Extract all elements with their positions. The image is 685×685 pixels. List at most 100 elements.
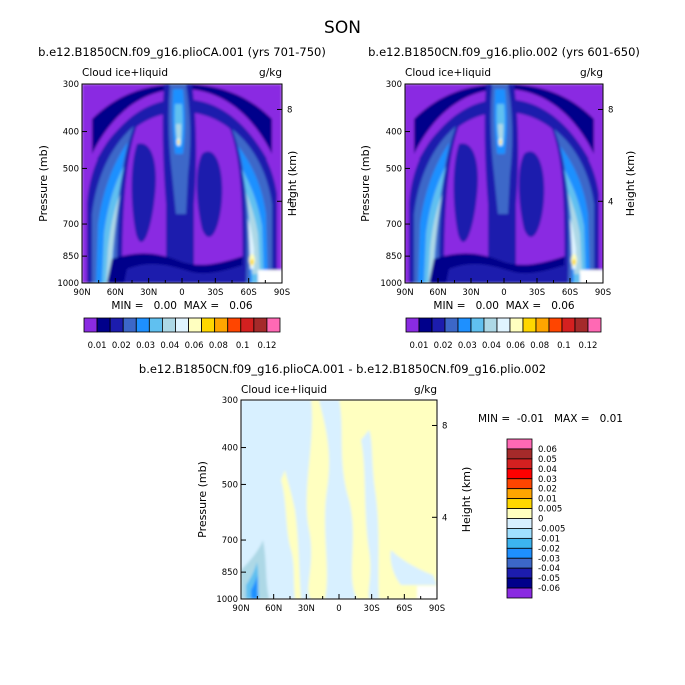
colorbar-label: -0.05	[538, 574, 560, 584]
panel-a: b.e12.B1850CN.f09_g16.plioCA.001 (yrs 70…	[37, 45, 326, 351]
x-tick-label: 90S	[429, 604, 445, 614]
y-tick-label: 400	[222, 444, 238, 454]
y-tick-label: 400	[63, 128, 79, 138]
figure-title: SON	[324, 18, 361, 38]
colorbar-label: 0.03	[136, 341, 155, 351]
panel-c-min-max: MIN = -0.01 MAX = 0.01	[478, 413, 623, 425]
x-tick-label: 30S	[207, 288, 223, 298]
colorbar-swatch	[109, 317, 124, 333]
colorbar-swatch	[188, 317, 203, 333]
colorbar-label: 0.06	[538, 445, 557, 455]
x-tick-label: 30S	[529, 288, 545, 298]
colorbar-swatch	[506, 478, 533, 490]
x-tick-label: 90N	[396, 288, 413, 298]
height-tick-label: 8	[608, 105, 613, 115]
y-tick-label: 1000	[216, 595, 238, 605]
colorbar-label: 0.05	[538, 455, 557, 465]
height-tick-label: 4	[287, 197, 292, 207]
colorbar-label: 0	[538, 515, 543, 525]
colorbar-label: 0.06	[185, 341, 204, 351]
x-tick-label: 90N	[73, 288, 90, 298]
y-tick-label: 850	[386, 252, 402, 262]
colorbar-swatch	[506, 488, 533, 500]
y-tick-label: 700	[222, 536, 238, 546]
height-tick-label: 8	[442, 421, 447, 431]
colorbar-swatch	[405, 317, 420, 333]
colorbar-label: -0.005	[538, 524, 565, 534]
panel-c-colorbar: 0.060.050.040.030.020.010.0050-0.005-0.0…	[506, 438, 565, 599]
colorbar-swatch	[506, 547, 533, 559]
x-tick-label: 90S	[595, 288, 611, 298]
colorbar-label: 0.02	[434, 341, 453, 351]
x-tick-label: 30N	[140, 288, 157, 298]
colorbar-swatch	[506, 518, 533, 529]
colorbar-swatch	[214, 317, 229, 333]
colorbar-label: 0.04	[482, 341, 501, 351]
x-tick-label: 60S	[396, 604, 412, 614]
x-tick-label: 0	[336, 604, 341, 614]
panel-c: b.e12.B1850CN.f09_g16.plioCA.001 - b.e12…	[139, 362, 623, 614]
x-tick-label: 60S	[562, 288, 578, 298]
colorbar-swatch	[506, 438, 533, 450]
colorbar-label: 0.06	[506, 341, 525, 351]
y-tick-label: 400	[386, 128, 402, 138]
colorbar-swatch	[122, 317, 137, 333]
y-tick-label: 500	[222, 480, 238, 490]
colorbar-swatch	[506, 537, 533, 549]
panel-b-units: g/kg	[580, 67, 603, 79]
colorbar-swatch	[506, 448, 533, 460]
colorbar-swatch	[457, 317, 472, 333]
x-tick-label: 30S	[364, 604, 380, 614]
colorbar-swatch	[506, 557, 533, 569]
colorbar-swatch	[240, 317, 255, 333]
colorbar-swatch	[201, 317, 216, 333]
panel-c-x-ticks: 90N 60N 30N 0 30S 60S 90S	[232, 594, 445, 614]
colorbar-swatch	[506, 528, 533, 539]
colorbar-label: 0.08	[209, 341, 228, 351]
panel-a-title: b.e12.B1850CN.f09_g16.plioCA.001 (yrs 70…	[38, 45, 326, 59]
colorbar-swatch	[506, 567, 533, 579]
panel-b: b.e12.B1850CN.f09_g16.plio.002 (yrs 601-…	[359, 45, 640, 351]
colorbar-label: 0.04	[538, 465, 557, 475]
colorbar-swatch	[175, 317, 189, 333]
colorbar-swatch	[548, 317, 563, 333]
colorbar-label: 0.1	[557, 341, 571, 351]
colorbar-swatch	[135, 317, 150, 333]
colorbar-label: 0.01	[88, 341, 107, 351]
x-tick-label: 0	[179, 288, 184, 298]
colorbar-swatch	[574, 317, 589, 333]
colorbar-label: -0.06	[538, 584, 560, 594]
colorbar-swatch	[506, 468, 533, 480]
y-tick-label: 700	[63, 220, 79, 230]
panel-b-y-ticks: 300 400 500 700 850 1000 8 4	[380, 80, 613, 289]
colorbar-label: 0.005	[538, 505, 562, 515]
colorbar-swatch	[444, 317, 459, 333]
colorbar-swatch	[431, 317, 446, 333]
panel-b-min-max: MIN = 0.00 MAX = 0.06	[433, 300, 574, 312]
y-tick-label: 1000	[380, 279, 402, 289]
panel-c-contour-field	[241, 400, 437, 599]
colorbar-swatch	[253, 317, 268, 333]
panel-b-title: b.e12.B1850CN.f09_g16.plio.002 (yrs 601-…	[368, 45, 640, 59]
panel-c-variable-label: Cloud ice+liquid	[241, 384, 327, 396]
x-tick-label: 60N	[429, 288, 446, 298]
colorbar-swatch	[161, 317, 176, 333]
colorbar-swatch	[522, 317, 537, 333]
colorbar-label: -0.04	[538, 564, 560, 574]
colorbar-swatch	[470, 317, 485, 333]
x-tick-label: 60N	[107, 288, 124, 298]
panel-a-units: g/kg	[259, 67, 282, 79]
colorbar-label: 0.04	[160, 341, 179, 351]
colorbar-swatch	[96, 317, 111, 333]
colorbar-label: 0.02	[538, 485, 557, 495]
panel-a-colorbar: 0.01 0.02 0.03 0.04 0.06 0.08 0.1 0.12	[83, 317, 281, 351]
panel-c-title: b.e12.B1850CN.f09_g16.plioCA.001 - b.e12…	[139, 362, 546, 376]
y-tick-label: 500	[386, 164, 402, 174]
height-tick-label: 4	[608, 197, 613, 207]
y-tick-label: 850	[63, 252, 79, 262]
colorbar-label: -0.02	[538, 544, 560, 554]
colorbar-swatch	[266, 317, 281, 333]
colorbar-swatch	[418, 317, 433, 333]
colorbar-label: -0.01	[538, 534, 560, 544]
